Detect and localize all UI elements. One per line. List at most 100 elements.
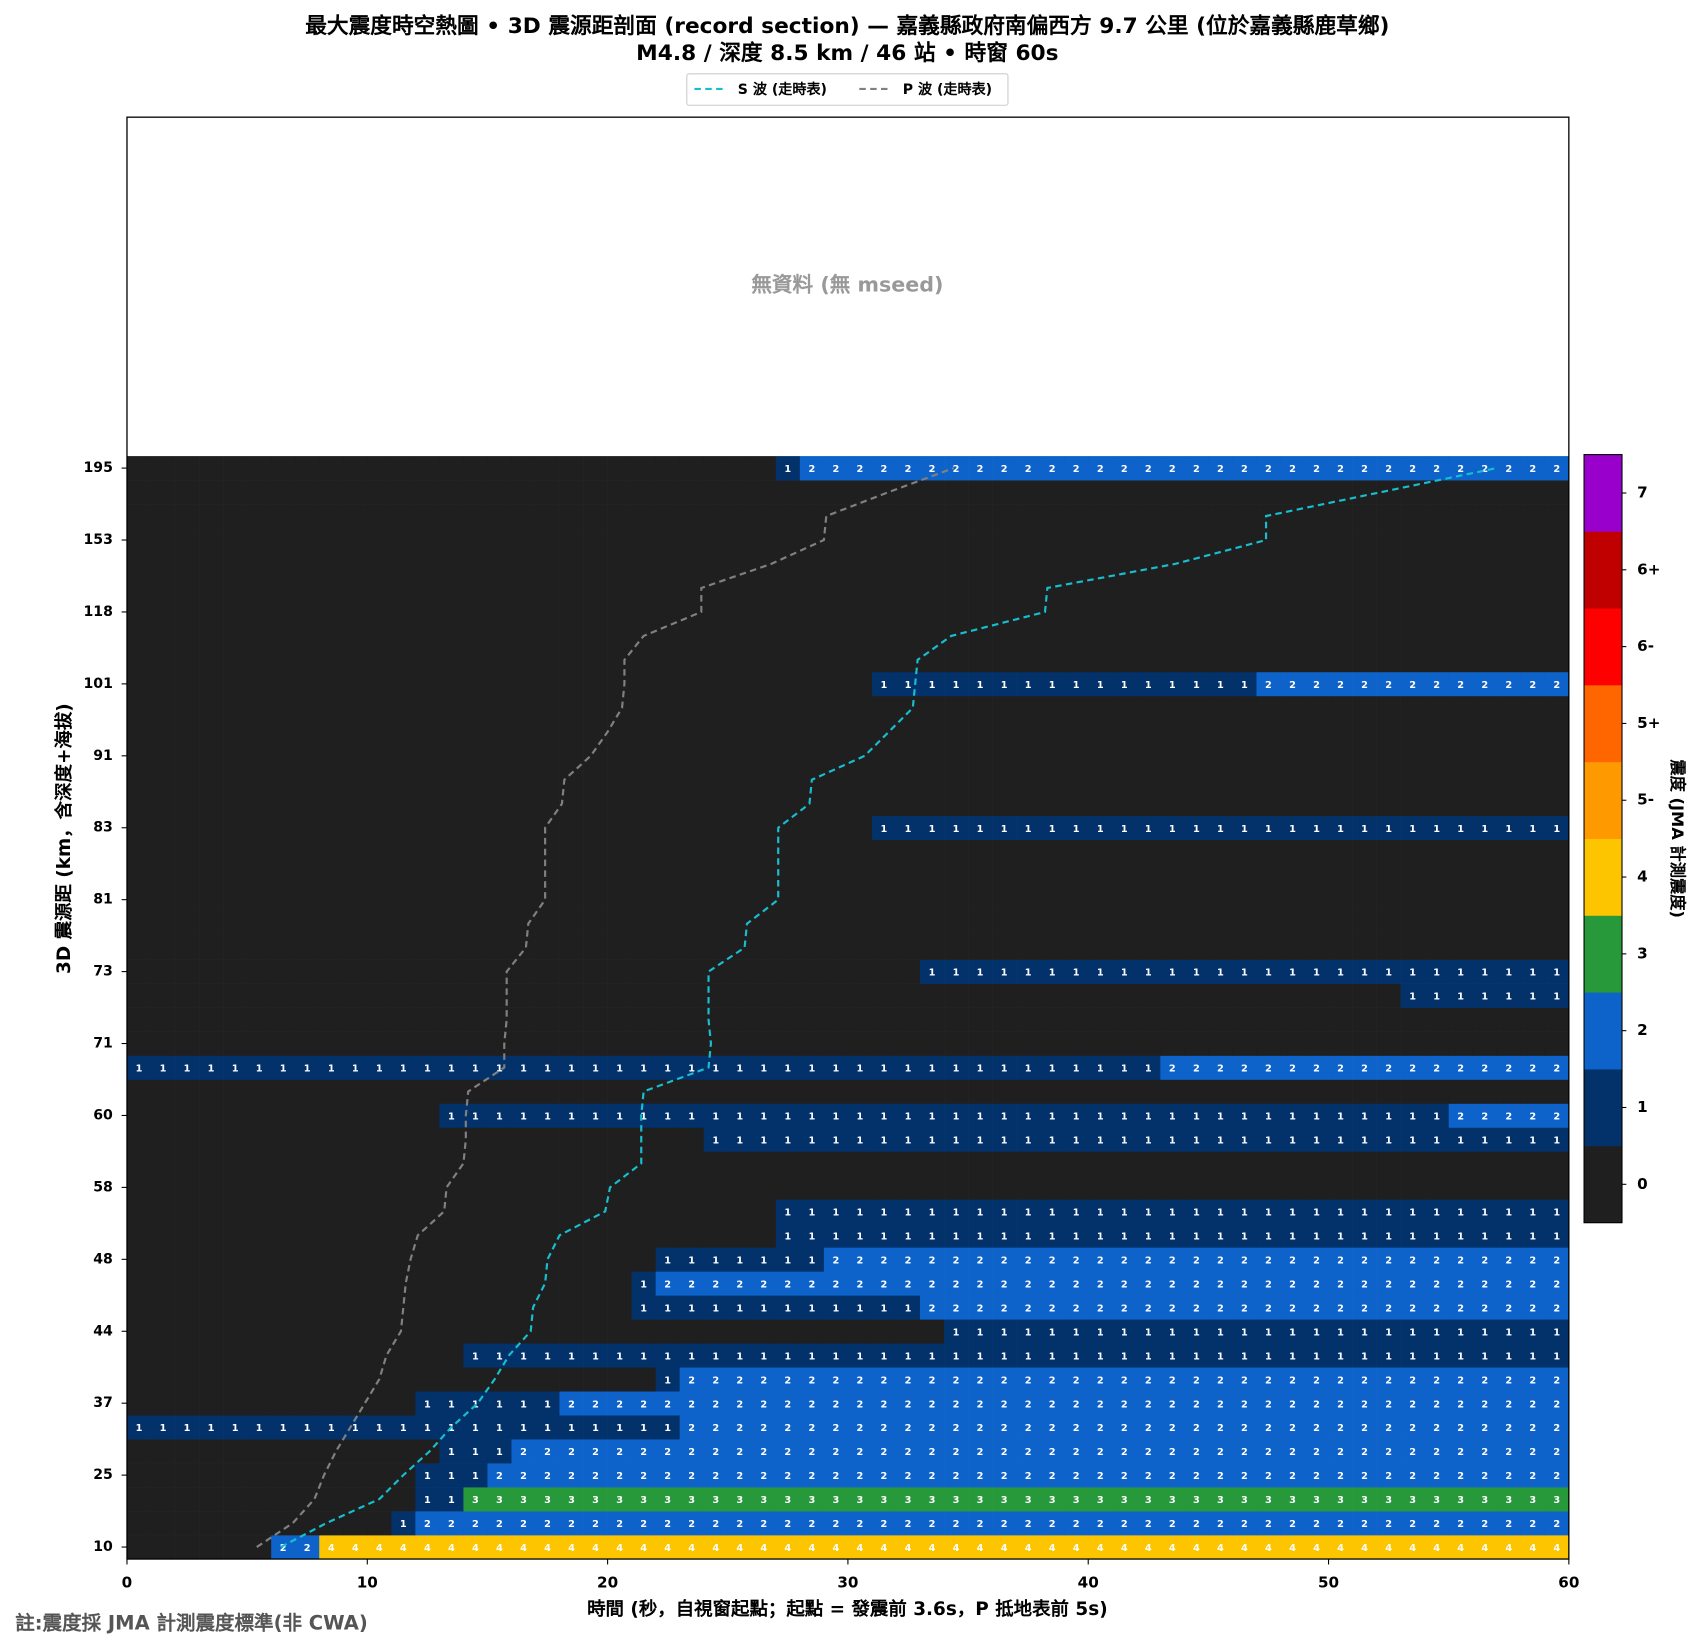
heat-cell	[199, 815, 224, 841]
heat-cell	[223, 599, 248, 625]
cell-label: 2	[929, 464, 936, 475]
heat-cell	[1256, 1343, 1281, 1368]
heat-cell	[1304, 1415, 1329, 1440]
heat-cell	[415, 1319, 440, 1344]
cell-label: 1	[1337, 1327, 1344, 1338]
heat-cell	[1088, 647, 1113, 673]
heat-cell	[992, 671, 1017, 697]
heat-cell	[439, 1079, 464, 1104]
heat-cell	[559, 911, 584, 936]
heat-cell	[175, 863, 200, 889]
heat-cell	[1040, 1247, 1065, 1272]
heat-cell	[1184, 456, 1209, 481]
heat-cell	[1040, 1535, 1065, 1560]
heat-cell	[895, 1247, 921, 1272]
heat-cell	[1232, 647, 1257, 673]
heat-cell	[1376, 528, 1401, 553]
cell-label: 1	[1457, 1136, 1464, 1147]
heat-cell	[823, 1127, 849, 1152]
cell-label: 3	[1049, 1495, 1056, 1506]
heat-cell	[1064, 839, 1089, 865]
heat-cell	[968, 1511, 993, 1536]
heat-cell	[1112, 695, 1137, 721]
cell-label: 2	[1529, 680, 1536, 691]
heat-cell	[655, 647, 681, 673]
cell-label: 4	[1025, 1543, 1032, 1554]
heat-cell	[1448, 743, 1474, 769]
cell-label: 2	[977, 1519, 984, 1530]
heat-cell	[1232, 1535, 1257, 1560]
heat-cell	[751, 480, 777, 505]
cell-label: 2	[833, 1471, 840, 1482]
heat-cell	[1424, 1511, 1450, 1536]
heat-cell	[151, 1295, 176, 1320]
heat-cell	[583, 1463, 608, 1488]
heat-cell	[223, 480, 248, 505]
heat-cell	[895, 1223, 921, 1248]
heat-cell	[944, 887, 969, 912]
heat-cell	[823, 1415, 849, 1440]
heat-cell	[175, 1271, 200, 1296]
cell-label: 2	[424, 1519, 431, 1530]
heat-cell	[511, 887, 536, 912]
heat-cell	[1160, 839, 1185, 865]
heat-cell	[1400, 671, 1425, 697]
heat-cell	[1448, 767, 1474, 793]
cell-label: 1	[304, 1423, 311, 1434]
cell-label: 2	[1049, 1399, 1056, 1410]
heat-cell	[1088, 456, 1113, 481]
heat-cell	[847, 1511, 873, 1536]
heat-cell	[1112, 1343, 1137, 1368]
heat-cell	[679, 767, 705, 793]
heat-cell	[751, 1103, 777, 1128]
heat-cell	[631, 1295, 656, 1320]
cell-label: 2	[1073, 1375, 1080, 1386]
heat-cell	[607, 623, 632, 649]
heat-cell	[1136, 1103, 1161, 1128]
cell-label: 2	[1481, 680, 1488, 691]
heat-cell	[631, 887, 656, 912]
cell-label: 1	[1529, 1207, 1536, 1218]
cell-label: 2	[568, 1471, 575, 1482]
heat-cell	[1112, 1319, 1137, 1344]
heat-cell	[295, 528, 320, 553]
heat-cell	[271, 1151, 296, 1176]
heat-cell	[751, 1319, 777, 1344]
heat-cell	[727, 623, 753, 649]
heat-cell	[1352, 456, 1377, 481]
heat-cell	[439, 1031, 464, 1056]
heat-cell	[559, 791, 584, 817]
heat-cell	[535, 1439, 560, 1464]
heat-cell	[343, 695, 368, 721]
heat-cell	[1424, 1463, 1450, 1488]
cell-label: 3	[1385, 1495, 1392, 1506]
cell-label: 2	[592, 1447, 599, 1458]
cell-label: 1	[1409, 1136, 1416, 1147]
heat-cell	[583, 623, 608, 649]
heat-cell	[968, 1343, 993, 1368]
cell-label: 1	[400, 1064, 407, 1075]
cell-label: 3	[905, 1495, 912, 1506]
heat-cell	[1520, 1031, 1546, 1056]
heat-cell	[1496, 1295, 1522, 1320]
cell-label: 1	[1001, 824, 1008, 835]
heat-cell	[1424, 935, 1450, 960]
heat-cell	[559, 1223, 584, 1248]
heat-cell	[175, 1295, 200, 1320]
cell-label: 1	[712, 1136, 719, 1147]
heat-cell	[1304, 1103, 1329, 1128]
heat-cell	[847, 504, 873, 529]
cell-label: 2	[1193, 1375, 1200, 1386]
heat-cell	[847, 1199, 873, 1224]
cell-label: 2	[1193, 1279, 1200, 1290]
cell-label: 1	[664, 1423, 671, 1434]
heat-cell	[151, 1439, 176, 1464]
heat-cell	[1424, 791, 1450, 817]
heat-cell	[1544, 647, 1570, 673]
heat-cell	[968, 1151, 993, 1176]
heat-cell	[391, 1127, 416, 1152]
heat-cell	[1496, 1415, 1522, 1440]
heat-cell	[559, 1415, 584, 1440]
heat-cell	[319, 1199, 344, 1224]
heat-cell	[1256, 1007, 1281, 1032]
